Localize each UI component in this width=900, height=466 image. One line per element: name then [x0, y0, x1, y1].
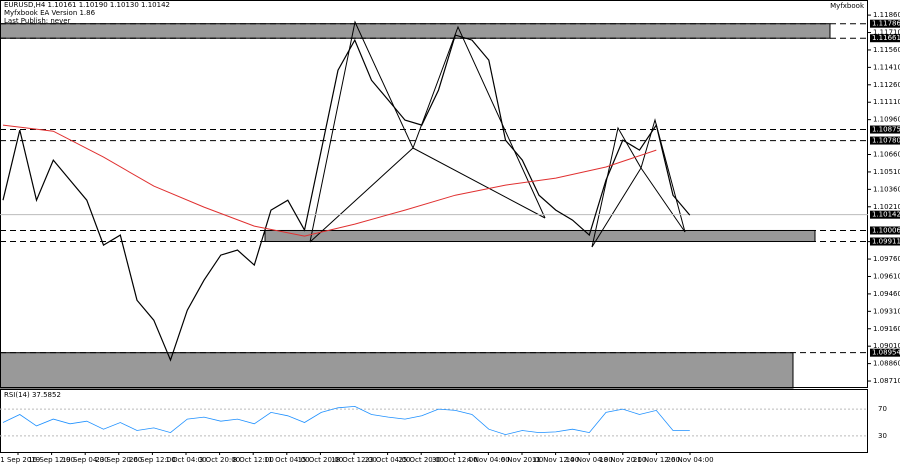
x-tick-label: 23 Sep 20:00	[95, 456, 142, 464]
x-tick-label: 15 Oct 20:00	[298, 456, 344, 464]
rsi-tick-label: 70	[878, 405, 887, 413]
zone	[0, 23, 831, 39]
level-label-bg	[870, 226, 900, 235]
y-tick-label: 1.08710	[873, 377, 900, 385]
level-label: 1.11786	[872, 20, 900, 28]
chart-title: EURUSD,H4 1.10161 1.10190 1.10130 1.1014…	[4, 1, 170, 9]
x-tick-label: 16 Sep 12:00	[28, 456, 75, 464]
level-label-bg	[870, 348, 900, 357]
pattern-line	[309, 20, 546, 243]
brand: Myfxbook	[830, 2, 865, 10]
zone	[0, 352, 794, 389]
x-tick-label: 8 Oct 12:00	[233, 456, 274, 464]
level-label: 1.08954	[872, 349, 900, 357]
x-tick-label: 30 Oct 12:00	[432, 456, 478, 464]
last-price-bg	[870, 210, 900, 219]
x-tick-label: 26 Sep 12:00	[129, 456, 176, 464]
x-tick-label: 11 Oct 04:00	[264, 456, 310, 464]
y-tick-label: 1.09160	[873, 325, 900, 333]
pattern-line	[591, 167, 686, 248]
level-label: 1.10875	[872, 126, 900, 134]
x-tick-label: 21 Nov 12:00	[633, 456, 680, 464]
y-tick-label: 1.10960	[873, 116, 900, 124]
x-tick-label: 3 Oct 20:00	[199, 456, 240, 464]
harmonic-patterns	[309, 20, 686, 248]
level-label: 1.11661	[872, 34, 900, 42]
x-tick-label: 23 Oct 04:00	[365, 456, 411, 464]
publish-note: Last Publish: never	[4, 17, 71, 25]
y-tick-label: 1.11560	[873, 46, 900, 54]
rsi-title: RSI(14) 37.5852	[4, 391, 61, 399]
rsi-line	[2, 405, 690, 436]
y-tick-label: 1.09610	[873, 272, 900, 280]
x-tick-label: 4 Nov 04:00	[467, 456, 510, 464]
last-price-label: 1.10142	[872, 211, 900, 219]
level-label-bg	[870, 19, 900, 28]
pattern-line	[591, 118, 686, 248]
y-tick-label: 1.09010	[873, 342, 900, 350]
y-tick-label: 1.11710	[873, 29, 900, 37]
rsi-panel	[0, 389, 868, 453]
x-tick-label: 18 Oct 12:00	[331, 456, 377, 464]
x-tick-label: 18 Nov 20:00	[599, 456, 646, 464]
rsi-tick-label: 30	[878, 432, 887, 440]
y-tick-label: 1.11860	[873, 11, 900, 19]
x-tick-label: 19 Sep 04:00	[62, 456, 109, 464]
ma-line	[2, 124, 657, 237]
y-tick-label: 1.10510	[873, 168, 900, 176]
ea-version: Myfxbook EA Version 1.86	[4, 9, 96, 17]
level-label: 1.09911	[872, 238, 900, 246]
level-label: 1.10006	[872, 226, 900, 234]
level-label-bg	[870, 136, 900, 145]
level-label-bg	[870, 34, 900, 43]
price-line	[2, 34, 691, 362]
x-tick-label: 1 Oct 04:00	[165, 456, 206, 464]
x-tick-label: 14 Nov 04:00	[566, 456, 613, 464]
x-tick-label: 11 Sep 2019	[0, 456, 40, 464]
x-tick-label: 26 Nov 04:00	[666, 456, 713, 464]
pattern-line	[309, 147, 546, 243]
level-label: 1.10780	[872, 137, 900, 145]
y-tick-label: 1.08860	[873, 360, 900, 368]
zone	[264, 229, 816, 243]
y-tick-label: 1.10360	[873, 185, 900, 193]
x-tick-label: 11 Nov 12:00	[532, 456, 579, 464]
y-tick-label: 1.09460	[873, 290, 900, 298]
y-tick-label: 1.10660	[873, 151, 900, 159]
y-tick-label: 1.09760	[873, 255, 900, 263]
y-tick-label: 1.11260	[873, 81, 900, 89]
x-tick-label: 6 Nov 20:00	[501, 456, 544, 464]
main-panel	[0, 0, 868, 388]
y-tick-label: 1.11110	[873, 98, 900, 106]
level-label-bg	[870, 125, 900, 134]
x-tick-label: 25 Oct 20:00	[398, 456, 444, 464]
y-tick-label: 1.11410	[873, 63, 900, 71]
level-label-bg	[870, 237, 900, 246]
y-tick-label: 1.09310	[873, 307, 900, 315]
y-tick-label: 1.10210	[873, 203, 900, 211]
